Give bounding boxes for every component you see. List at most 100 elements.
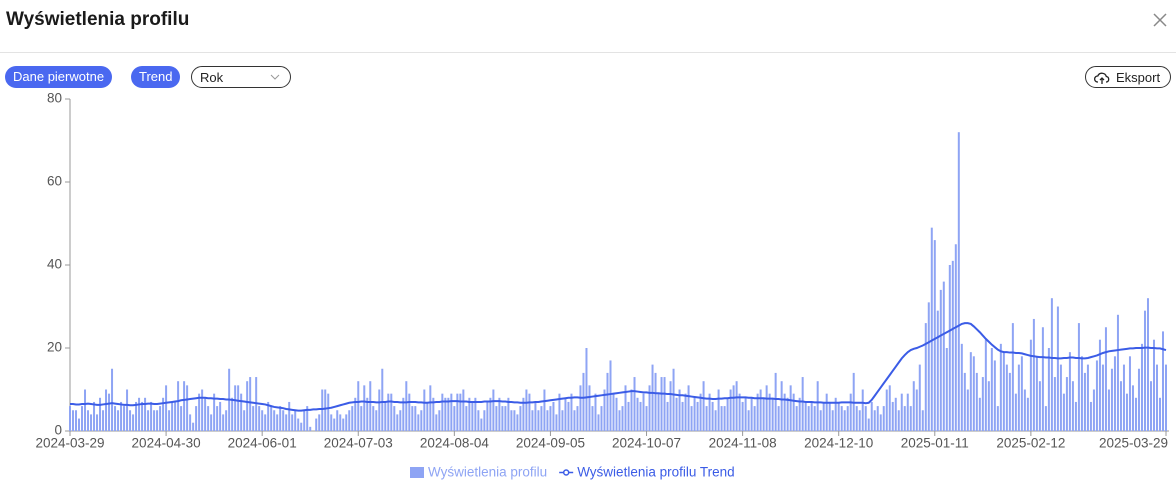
bar bbox=[585, 348, 588, 431]
bar bbox=[189, 414, 192, 431]
bar bbox=[951, 260, 954, 431]
bar bbox=[330, 414, 333, 431]
bar bbox=[873, 410, 876, 431]
bar bbox=[903, 406, 906, 431]
bar bbox=[372, 406, 375, 431]
bar bbox=[780, 381, 783, 431]
bar bbox=[807, 406, 810, 431]
bar bbox=[981, 377, 984, 431]
bar bbox=[303, 410, 306, 431]
bar bbox=[249, 377, 252, 431]
bar bbox=[1083, 372, 1086, 431]
bar bbox=[933, 240, 936, 431]
bar bbox=[435, 414, 438, 431]
bar bbox=[591, 406, 594, 431]
bar bbox=[453, 406, 456, 431]
bar bbox=[474, 397, 477, 431]
bar bbox=[222, 414, 225, 431]
bar bbox=[288, 401, 291, 431]
bar bbox=[336, 410, 339, 431]
bar bbox=[270, 406, 273, 431]
bar bbox=[462, 389, 465, 431]
x-tick-label: 2024-12-10 bbox=[804, 436, 873, 451]
bar bbox=[1074, 401, 1077, 431]
bar bbox=[1053, 377, 1056, 431]
bar bbox=[309, 426, 312, 431]
bar bbox=[840, 406, 843, 431]
bar bbox=[825, 393, 828, 431]
bar bbox=[300, 422, 303, 431]
bar bbox=[297, 418, 300, 431]
y-tick-label: 60 bbox=[47, 174, 62, 189]
bar bbox=[630, 389, 633, 431]
bar bbox=[744, 397, 747, 431]
bar bbox=[381, 368, 384, 431]
bar bbox=[996, 406, 999, 431]
bar bbox=[927, 302, 930, 431]
raw-data-button[interactable]: Dane pierwotne bbox=[5, 66, 113, 88]
bar bbox=[936, 310, 939, 431]
bar bbox=[384, 401, 387, 431]
trend-button[interactable]: Trend bbox=[131, 66, 181, 88]
bar bbox=[108, 393, 111, 431]
bar bbox=[582, 372, 585, 431]
bar bbox=[801, 377, 804, 431]
bar bbox=[1134, 397, 1137, 431]
bar bbox=[342, 418, 345, 431]
bar bbox=[132, 414, 135, 431]
bar bbox=[747, 410, 750, 431]
bar bbox=[78, 418, 81, 431]
bar bbox=[966, 389, 969, 431]
bar bbox=[696, 401, 699, 431]
bar bbox=[732, 385, 735, 431]
bar bbox=[729, 389, 732, 431]
legend-label: Wyświetlenia profilu bbox=[428, 465, 547, 480]
bar bbox=[246, 381, 249, 431]
period-select[interactable]: Rok bbox=[191, 66, 291, 88]
bar bbox=[891, 401, 894, 431]
bar bbox=[642, 393, 645, 431]
bar bbox=[72, 410, 75, 431]
bar bbox=[765, 385, 768, 431]
bar bbox=[234, 385, 237, 431]
bar bbox=[660, 377, 663, 431]
bar bbox=[723, 406, 726, 431]
bar bbox=[126, 389, 129, 431]
bar bbox=[906, 393, 909, 431]
bar bbox=[264, 414, 267, 431]
bar bbox=[111, 368, 114, 431]
bar bbox=[1095, 360, 1098, 431]
x-tick-label: 2024-07-03 bbox=[324, 436, 393, 451]
x-tick-label: 2025-02-12 bbox=[996, 436, 1065, 451]
bar bbox=[954, 244, 957, 431]
bar bbox=[447, 397, 450, 431]
bar bbox=[528, 393, 531, 431]
bar bbox=[1017, 364, 1020, 431]
x-tick-label: 2025-03-29 bbox=[1099, 436, 1168, 451]
bar bbox=[750, 397, 753, 431]
bar bbox=[279, 406, 282, 431]
bar bbox=[855, 406, 858, 431]
bar bbox=[681, 401, 684, 431]
bar bbox=[918, 364, 921, 431]
bar bbox=[237, 385, 240, 431]
bar bbox=[360, 406, 363, 431]
bar bbox=[984, 339, 987, 431]
bar bbox=[924, 323, 927, 431]
bar bbox=[1128, 356, 1131, 431]
bar bbox=[1161, 331, 1164, 431]
bar bbox=[705, 406, 708, 431]
x-tick-label: 2024-06-01 bbox=[228, 436, 297, 451]
bar bbox=[531, 410, 534, 431]
bar bbox=[69, 406, 71, 431]
bar bbox=[1089, 401, 1092, 431]
close-button[interactable] bbox=[1152, 12, 1168, 28]
bar bbox=[405, 381, 408, 431]
bar bbox=[1080, 356, 1083, 431]
bar bbox=[504, 406, 507, 431]
bar bbox=[909, 406, 912, 431]
bar bbox=[963, 372, 966, 431]
bar bbox=[147, 410, 150, 431]
export-button[interactable]: Eksport bbox=[1085, 66, 1171, 88]
bar bbox=[345, 414, 348, 431]
